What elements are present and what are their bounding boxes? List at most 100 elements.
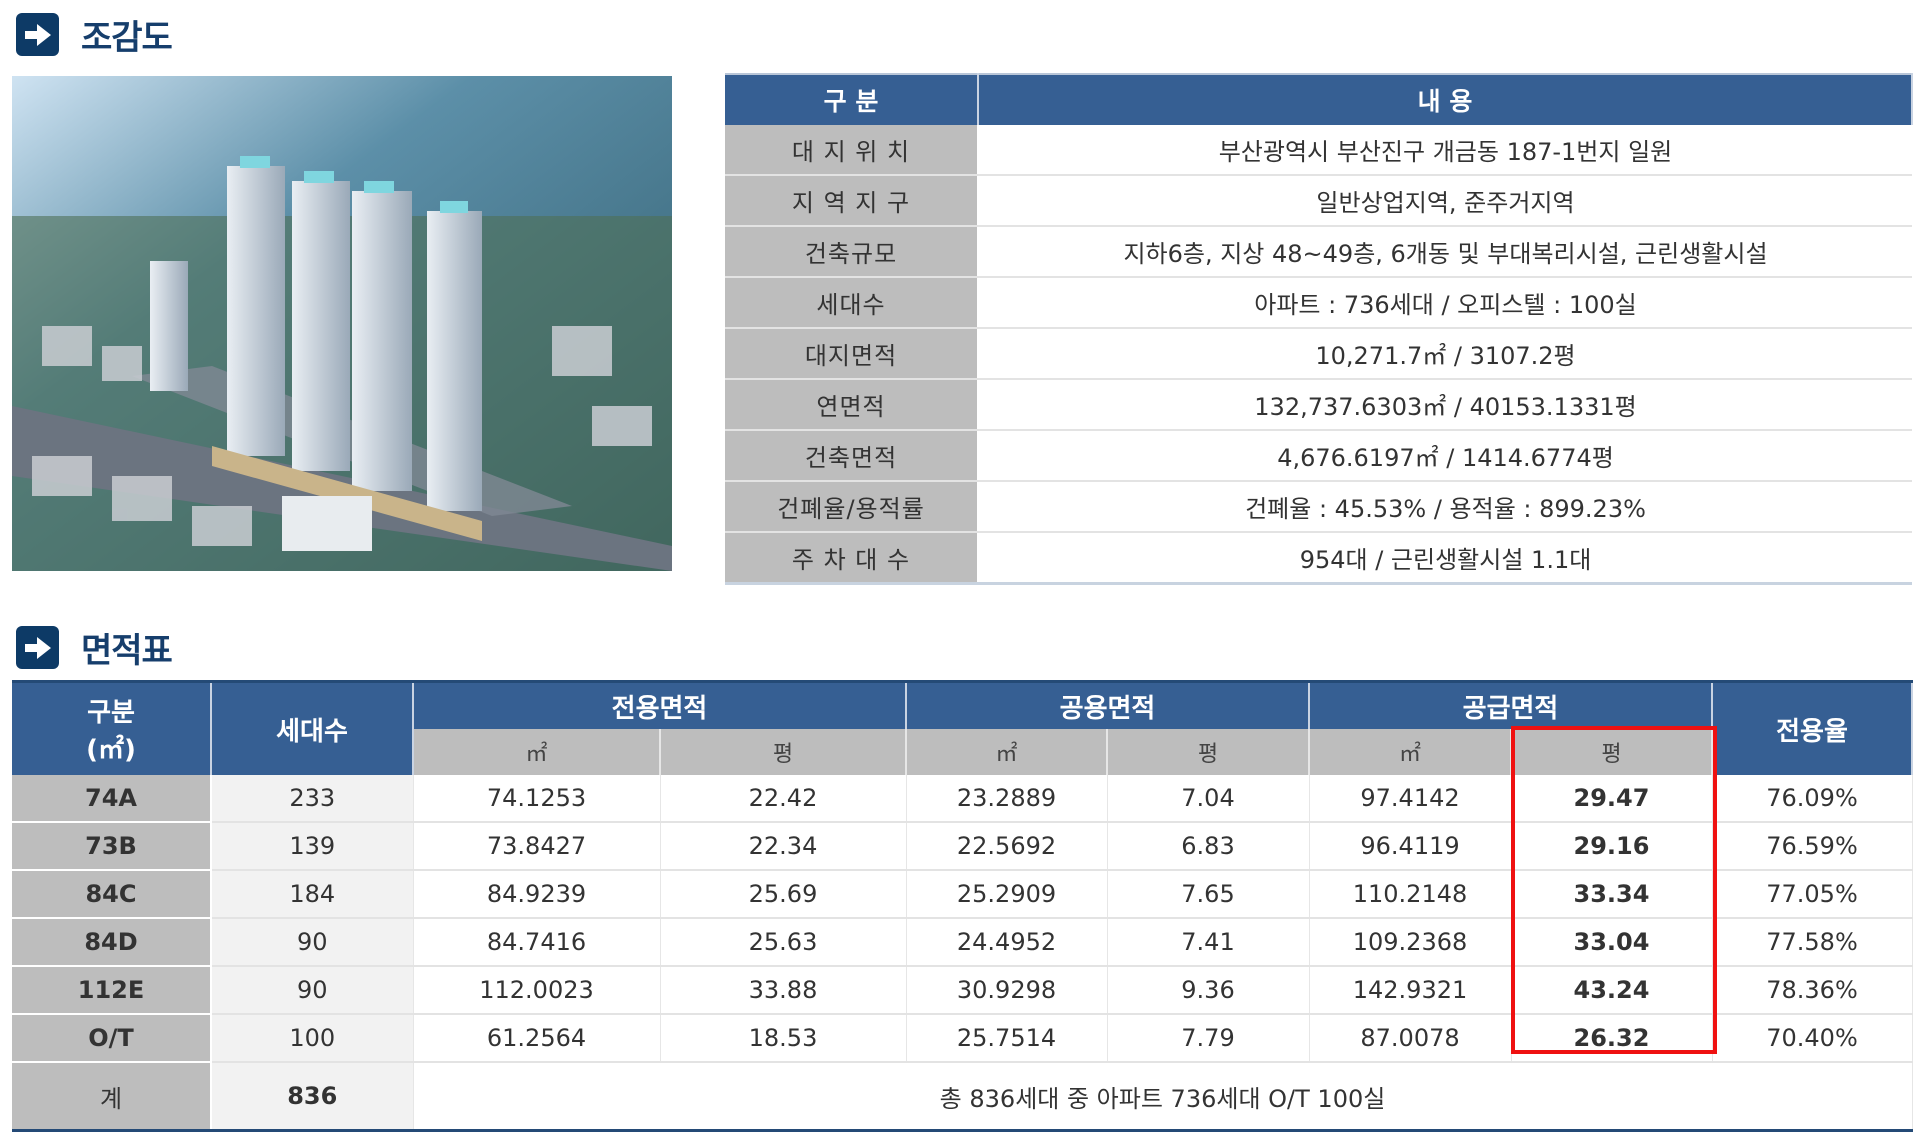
type-cell: 112E (12, 966, 212, 1015)
info-key: 대지면적 (725, 328, 979, 380)
common-sqm-cell: 24.4952 (906, 918, 1108, 967)
type-cell: 84C (12, 870, 212, 919)
common-sqm-cell: 23.2889 (906, 775, 1108, 823)
ratio-cell: 77.58% (1712, 918, 1913, 967)
info-key: 건축면적 (725, 430, 979, 482)
section-heading-area-table: 면적표 (16, 623, 173, 672)
info-value: 부산광역시 부산진구 개금동 187-1번지 일원 (978, 125, 1912, 176)
exclusive-sqm-cell: 73.8427 (413, 822, 661, 871)
section-heading-aerial-view: 조감도 (16, 10, 173, 59)
info-value: 954대 / 근린생활시설 1.1대 (978, 532, 1912, 585)
exclusive-sqm-cell: 74.1253 (413, 775, 661, 823)
supply-pyeong-cell: 29.47 (1511, 775, 1713, 823)
info-row: 건축면적 4,676.6197㎡ / 1414.6774평 (725, 430, 1912, 482)
header-content: 내 용 (978, 73, 1913, 125)
common-pyeong-cell: 7.41 (1107, 918, 1310, 967)
common-sqm-cell: 22.5692 (906, 822, 1108, 871)
info-value: 일반상업지역, 준주거지역 (978, 175, 1912, 227)
info-row: 연면적 132,737.6303㎡ / 40153.1331평 (725, 379, 1912, 431)
total-row: 계 836 총 836세대 중 아파트 736세대 O/T 100실 (12, 1062, 1913, 1131)
common-pyeong-cell: 7.79 (1107, 1014, 1310, 1063)
ratio-cell: 70.40% (1712, 1014, 1913, 1063)
info-key: 연면적 (725, 379, 979, 431)
ratio-cell: 76.09% (1712, 775, 1913, 823)
info-key: 대 지 위 치 (725, 125, 979, 176)
info-value: 4,676.6197㎡ / 1414.6774평 (978, 430, 1912, 482)
exclusive-pyeong-cell: 25.69 (660, 870, 907, 919)
supply-pyeong-cell: 26.32 (1511, 1014, 1713, 1063)
total-units: 836 (211, 1062, 414, 1131)
header-exclusive-ratio: 전용율 (1712, 681, 1913, 775)
info-row: 건폐율/용적률 건폐율 : 45.53% / 용적율 : 899.23% (725, 481, 1912, 533)
supply-sqm-cell: 109.2368 (1309, 918, 1512, 967)
info-key: 건폐율/용적률 (725, 481, 979, 533)
arrow-right-icon (16, 13, 59, 56)
total-label: 계 (12, 1062, 212, 1131)
type-cell: 73B (12, 822, 212, 871)
supply-sqm-cell: 110.2148 (1309, 870, 1512, 919)
units-cell: 90 (211, 966, 414, 1015)
common-sqm-cell: 25.2909 (906, 870, 1108, 919)
units-cell: 233 (211, 775, 414, 823)
exclusive-sqm-cell: 84.9239 (413, 870, 661, 919)
common-pyeong-cell: 7.65 (1107, 870, 1310, 919)
header-category: 구 분 (725, 73, 979, 125)
section-title: 조감도 (81, 18, 173, 58)
info-row: 대 지 위 치 부산광역시 부산진구 개금동 187-1번지 일원 (725, 125, 1912, 176)
common-pyeong-cell: 6.83 (1107, 822, 1310, 871)
header-units: 세대수 (211, 681, 414, 775)
subheader-sqm: ㎡ (1309, 729, 1512, 775)
info-key: 세대수 (725, 277, 979, 329)
units-cell: 100 (211, 1014, 414, 1063)
total-note: 총 836세대 중 아파트 736세대 O/T 100실 (413, 1062, 1913, 1131)
exclusive-pyeong-cell: 22.42 (660, 775, 907, 823)
info-row: 주 차 대 수 954대 / 근린생활시설 1.1대 (725, 532, 1912, 585)
units-cell: 90 (211, 918, 414, 967)
subheader-pyeong: 평 (660, 729, 907, 775)
header-type: 구분 (㎡) (12, 681, 212, 775)
arrow-right-icon (16, 626, 59, 669)
common-sqm-cell: 30.9298 (906, 966, 1108, 1015)
subheader-pyeong: 평 (1511, 729, 1713, 775)
header-type-label: 구분 (87, 698, 135, 728)
exclusive-pyeong-cell: 22.34 (660, 822, 907, 871)
common-sqm-cell: 25.7514 (906, 1014, 1108, 1063)
table-row: 112E 90 112.0023 33.88 30.9298 9.36 142.9321 43… (12, 966, 1913, 1015)
ratio-cell: 77.05% (1712, 870, 1913, 919)
exclusive-pyeong-cell: 33.88 (660, 966, 907, 1015)
supply-pyeong-cell: 33.34 (1511, 870, 1713, 919)
units-cell: 139 (211, 822, 414, 871)
ratio-cell: 78.36% (1712, 966, 1913, 1015)
aerial-view-image (12, 76, 672, 571)
common-pyeong-cell: 9.36 (1107, 966, 1310, 1015)
supply-sqm-cell: 97.4142 (1309, 775, 1512, 823)
supply-sqm-cell: 96.4119 (1309, 822, 1512, 871)
info-row: 지 역 지 구 일반상업지역, 준주거지역 (725, 175, 1912, 227)
subheader-pyeong: 평 (1107, 729, 1310, 775)
info-row: 건축규모 지하6층, 지상 48~49층, 6개동 및 부대복리시설, 근린생활시… (725, 226, 1912, 278)
exclusive-sqm-cell: 61.2564 (413, 1014, 661, 1063)
supply-pyeong-cell: 33.04 (1511, 918, 1713, 967)
header-exclusive-area: 전용면적 (413, 681, 907, 729)
supply-pyeong-cell: 43.24 (1511, 966, 1713, 1015)
exclusive-sqm-cell: 84.7416 (413, 918, 661, 967)
exclusive-pyeong-cell: 25.63 (660, 918, 907, 967)
units-cell: 184 (211, 870, 414, 919)
area-table: 구분 (㎡) 세대수 전용면적 공용면적 공급면적 전용율 ㎡ 평 ㎡ 평 ㎡ 평… (12, 680, 1913, 1132)
header-common-area: 공용면적 (906, 681, 1310, 729)
info-key: 주 차 대 수 (725, 532, 979, 585)
exclusive-sqm-cell: 112.0023 (413, 966, 661, 1015)
section-title: 면적표 (81, 631, 173, 671)
info-value: 건폐율 : 45.53% / 용적율 : 899.23% (978, 481, 1912, 533)
table-row: O/T 100 61.2564 18.53 25.7514 7.79 87.0078 26.3… (12, 1014, 1913, 1063)
table-row: 74A 233 74.1253 22.42 23.2889 7.04 97.4142 29.4… (12, 775, 1913, 823)
supply-pyeong-cell: 29.16 (1511, 822, 1713, 871)
header-type-unit: (㎡) (86, 735, 136, 765)
info-value: 지하6층, 지상 48~49층, 6개동 및 부대복리시설, 근린생활시설 (978, 226, 1912, 278)
common-pyeong-cell: 7.04 (1107, 775, 1310, 823)
info-value: 132,737.6303㎡ / 40153.1331평 (978, 379, 1912, 431)
project-overview-table: 구 분 내 용 대 지 위 치 부산광역시 부산진구 개금동 187-1번지 일원… (725, 73, 1913, 585)
subheader-sqm: ㎡ (906, 729, 1108, 775)
info-row: 세대수 아파트 : 736세대 / 오피스텔 : 100실 (725, 277, 1912, 329)
table-row: 84D 90 84.7416 25.63 24.4952 7.41 109.2368 33.0… (12, 918, 1913, 967)
